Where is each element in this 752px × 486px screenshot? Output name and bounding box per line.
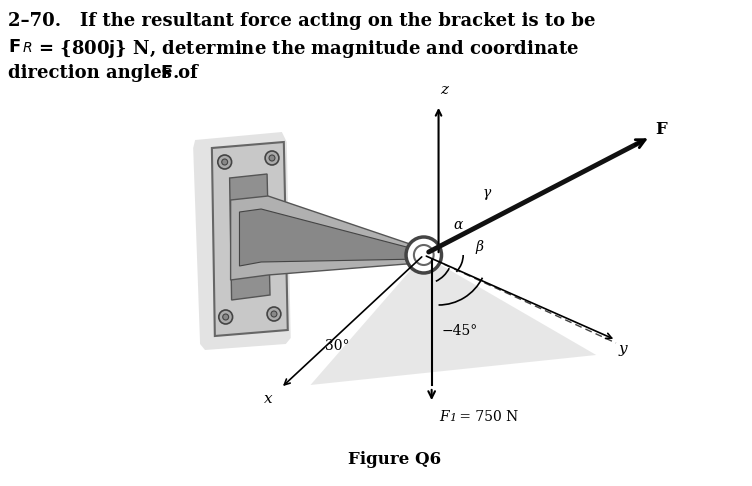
Polygon shape	[229, 174, 270, 300]
Text: γ: γ	[483, 186, 491, 200]
Text: Figure Q6: Figure Q6	[347, 451, 441, 468]
Circle shape	[218, 155, 232, 169]
Text: −45°: −45°	[441, 324, 478, 338]
Text: β: β	[475, 240, 483, 254]
Polygon shape	[193, 132, 291, 350]
Circle shape	[265, 151, 279, 165]
Polygon shape	[239, 209, 422, 266]
Text: $\mathit{R}$: $\mathit{R}$	[22, 41, 32, 55]
Text: α: α	[453, 218, 462, 232]
Circle shape	[414, 245, 434, 265]
Circle shape	[271, 311, 277, 317]
Text: x: x	[264, 392, 273, 406]
Text: 2–70.   If the resultant force acting on the bracket is to be: 2–70. If the resultant force acting on t…	[8, 12, 596, 30]
Text: = {800$\mathbf{j}$} N, determine the magnitude and coordinate: = {800$\mathbf{j}$} N, determine the mag…	[32, 38, 578, 60]
Text: F: F	[655, 121, 667, 138]
Text: = 750 N: = 750 N	[455, 410, 519, 424]
Circle shape	[406, 237, 441, 273]
Text: z: z	[441, 83, 448, 97]
Circle shape	[219, 310, 232, 324]
Text: y: y	[619, 342, 627, 356]
Polygon shape	[212, 142, 288, 336]
Circle shape	[269, 155, 275, 161]
Text: 30°: 30°	[325, 339, 350, 353]
Text: 1: 1	[450, 413, 456, 423]
Polygon shape	[231, 196, 419, 280]
Text: .: .	[172, 64, 179, 82]
Text: $\mathbf{F}$: $\mathbf{F}$	[159, 64, 172, 82]
Circle shape	[223, 314, 229, 320]
Text: F: F	[439, 410, 449, 424]
Text: $\mathbf{F}$: $\mathbf{F}$	[8, 38, 20, 56]
Circle shape	[267, 307, 280, 321]
Text: direction angles of: direction angles of	[8, 64, 204, 82]
Polygon shape	[311, 255, 596, 385]
Circle shape	[222, 159, 228, 165]
